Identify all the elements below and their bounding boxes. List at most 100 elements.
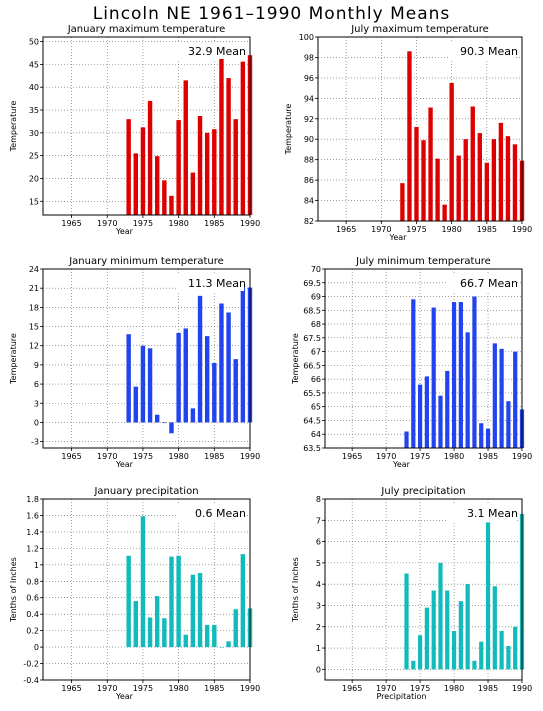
y-tick-label: 1.6 — [26, 511, 39, 520]
x-tick-label: 1965 — [342, 452, 362, 461]
bar-1982 — [465, 332, 470, 448]
bar-1976 — [147, 348, 153, 423]
x-tick-label: 1975 — [133, 684, 153, 693]
x-tick-label: 1990 — [240, 219, 260, 228]
y-tick-label: -0.2 — [23, 660, 39, 669]
y-tick-label: 3 — [34, 399, 39, 408]
bar-1973 — [400, 183, 405, 221]
bar-1980 — [176, 332, 181, 423]
bar-1989 — [513, 351, 518, 448]
y-tick-label: 0.4 — [26, 610, 39, 619]
bar-1986 — [219, 55, 224, 215]
y-tick-label: 68 — [311, 320, 321, 329]
x-tick-label: 1965 — [336, 225, 356, 234]
bar-1989 — [513, 626, 518, 670]
y-tick-label: 25 — [29, 152, 39, 161]
y-tick-label: -0.4 — [23, 676, 39, 685]
mean-label: 90.3 Mean — [460, 45, 518, 58]
mean-label-bg — [448, 43, 516, 59]
bar-1986 — [491, 139, 497, 221]
bar-1974 — [133, 386, 139, 423]
bar-1985 — [485, 522, 491, 670]
bar-1989 — [240, 554, 246, 648]
bar-1983 — [197, 295, 203, 423]
bar-1988 — [233, 609, 238, 648]
bar-1978 — [162, 422, 167, 424]
y-tick-label: 30 — [29, 129, 39, 138]
x-tick-label: 1980 — [168, 452, 188, 461]
y-axis-label: Temperature — [9, 101, 18, 153]
bar-1984 — [479, 423, 484, 448]
y-tick-label: 6 — [34, 380, 39, 389]
y-tick-label: 63.5 — [303, 444, 321, 453]
bar-1977 — [428, 107, 433, 221]
y-tick-label: 0 — [34, 418, 39, 427]
mean-label: 11.3 Mean — [188, 277, 246, 290]
y-tick-label: 15 — [29, 323, 39, 332]
bar-1981 — [183, 80, 188, 215]
x-tick-label: 1975 — [410, 684, 430, 693]
mean-label-bg — [448, 505, 516, 521]
y-tick-label: 9 — [34, 361, 39, 370]
bar-1981 — [183, 328, 188, 423]
bar-1988 — [233, 119, 238, 215]
bar-1988 — [506, 645, 511, 670]
chart-title: July precipitation — [380, 486, 465, 497]
plot-frame — [317, 36, 523, 222]
bar-1977 — [431, 307, 436, 448]
bar-1989 — [240, 285, 246, 423]
x-tick-label: 1980 — [441, 225, 461, 234]
x-axis-label: Year — [115, 460, 134, 469]
bar-1973 — [404, 431, 409, 448]
x-tick-label: 1965 — [61, 219, 81, 228]
bar-1975 — [140, 345, 146, 423]
bar-1985 — [212, 624, 217, 648]
y-tick-label: 64.5 — [303, 416, 321, 425]
chart-1: January maximum temperature 15 20 25 30 35 40 4… — [9, 24, 260, 236]
y-tick-label: 92 — [304, 115, 314, 124]
bar-1985 — [212, 362, 217, 423]
y-tick-label: 35 — [29, 106, 39, 115]
bar-1976 — [424, 376, 430, 448]
bar-1983 — [472, 296, 477, 448]
y-tick-label: 45 — [29, 60, 39, 69]
bar-1986 — [492, 343, 497, 448]
y-tick-label: 66.5 — [303, 361, 321, 370]
x-tick-label: 1990 — [240, 452, 260, 461]
bar-1979 — [445, 590, 450, 670]
bar-1983 — [470, 106, 475, 221]
y-tick-label: 7 — [316, 516, 321, 525]
bar-1979 — [169, 195, 174, 215]
x-tick-label: 1990 — [512, 684, 532, 693]
y-tick-label: 70 — [311, 265, 321, 274]
bar-1986 — [219, 647, 224, 648]
y-tick-label: 0.6 — [26, 594, 39, 603]
bar-1980 — [451, 302, 457, 448]
bar-1974 — [133, 153, 139, 215]
y-tick-label: 68.5 — [303, 306, 321, 315]
x-tick-label: 1970 — [376, 452, 396, 461]
bar-1975 — [417, 635, 423, 670]
bar-1975 — [414, 126, 419, 221]
bar-1976 — [147, 100, 153, 215]
chart-title: January minimum temperature — [68, 256, 224, 267]
y-tick-label: 1.4 — [26, 528, 39, 537]
chart-title: July minimum temperature — [355, 256, 491, 267]
y-tick-label: 24 — [29, 265, 39, 274]
x-tick-label: 1970 — [371, 225, 391, 234]
y-tick-label: 66 — [311, 375, 321, 384]
bar-1977 — [431, 590, 436, 670]
bar-1978 — [435, 158, 440, 221]
x-tick-label: 1985 — [204, 452, 224, 461]
bar-1979 — [442, 204, 447, 221]
bar-1983 — [197, 115, 203, 215]
mean-label: 0.6 Mean — [195, 507, 246, 520]
x-tick-label: 1965 — [61, 452, 81, 461]
chart-2: July maximum temperature 82 84 86 88 90 92 94 96… — [284, 24, 532, 242]
y-tick-label: 67.5 — [303, 334, 321, 343]
bar-1988 — [506, 401, 511, 448]
y-tick-label: 4 — [316, 580, 321, 589]
bar-1981 — [183, 634, 188, 648]
x-tick-label: 1985 — [478, 684, 498, 693]
